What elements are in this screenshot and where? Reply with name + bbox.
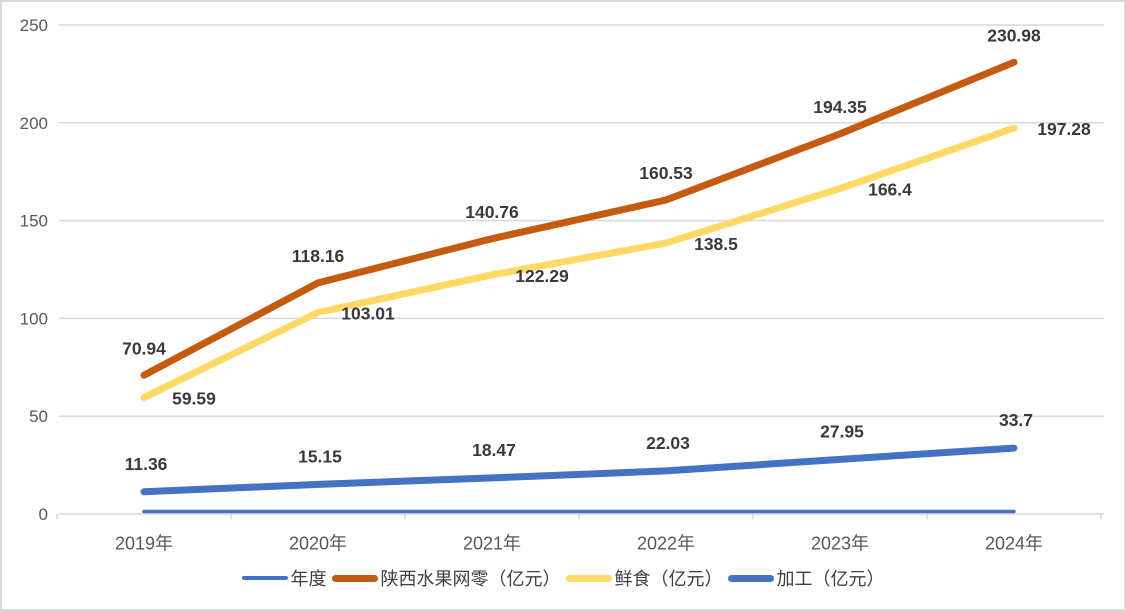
data-label: 230.98 xyxy=(987,25,1041,45)
data-label: 194.35 xyxy=(813,97,867,117)
legend-label: 年度 xyxy=(290,569,327,589)
series-line-2 xyxy=(140,124,1018,401)
data-label: 33.7 xyxy=(999,410,1033,430)
legend-line-swatch xyxy=(565,574,612,582)
data-label: 140.76 xyxy=(465,202,519,222)
legend-item-3: 加工（亿元） xyxy=(727,565,885,591)
data-label: 70.94 xyxy=(122,338,166,358)
legend-label: 鲜食（亿元） xyxy=(614,569,723,589)
y-axis-tick-label: 150 xyxy=(20,212,48,231)
legend-item-2: 鲜食（亿元） xyxy=(565,565,723,591)
x-axis-tick-label: 2019年 xyxy=(115,533,173,553)
data-label: 138.5 xyxy=(694,234,738,254)
y-axis-tick-label: 250 xyxy=(20,16,48,35)
data-label: 59.59 xyxy=(172,389,216,409)
y-axis-tick-label: 200 xyxy=(20,114,48,133)
x-axis-tick-label: 2023年 xyxy=(811,533,869,553)
y-axis-tick-label: 50 xyxy=(29,407,48,426)
x-axis-tick-label: 2022年 xyxy=(637,533,695,553)
series-line-3 xyxy=(140,444,1018,496)
legend-item-1: 陕西水果网零（亿元） xyxy=(331,565,561,591)
data-label: 118.16 xyxy=(292,246,345,266)
data-label: 166.4 xyxy=(868,180,912,200)
series-line-1 xyxy=(140,58,1018,379)
data-label: 15.15 xyxy=(298,446,342,466)
legend-item-0: 年度 xyxy=(241,565,327,591)
y-axis-tick-label: 100 xyxy=(20,309,48,328)
data-label: 160.53 xyxy=(639,163,693,183)
legend-label: 加工（亿元） xyxy=(776,569,885,589)
data-label: 122.29 xyxy=(515,266,569,286)
legend-line-swatch xyxy=(727,574,774,582)
x-axis-tick-label: 2020年 xyxy=(289,533,347,553)
x-axis-tick-label: 2021年 xyxy=(463,533,521,553)
legend-label: 陕西水果网零（亿元） xyxy=(380,569,561,589)
x-axis-tick-label: 2024年 xyxy=(985,533,1043,553)
data-label: 11.36 xyxy=(125,454,168,474)
data-label: 197.28 xyxy=(1037,119,1091,139)
data-label: 18.47 xyxy=(472,440,516,460)
legend-line-swatch xyxy=(331,574,378,582)
chart-legend: 年度 陕西水果网零（亿元） 鲜食（亿元） 加工（亿元） xyxy=(2,565,1124,591)
legend-line-swatch xyxy=(241,576,288,580)
data-label: 103.01 xyxy=(341,304,395,324)
y-axis-tick-label: 0 xyxy=(39,505,48,524)
data-label: 22.03 xyxy=(646,433,690,453)
data-label: 27.95 xyxy=(820,421,864,441)
